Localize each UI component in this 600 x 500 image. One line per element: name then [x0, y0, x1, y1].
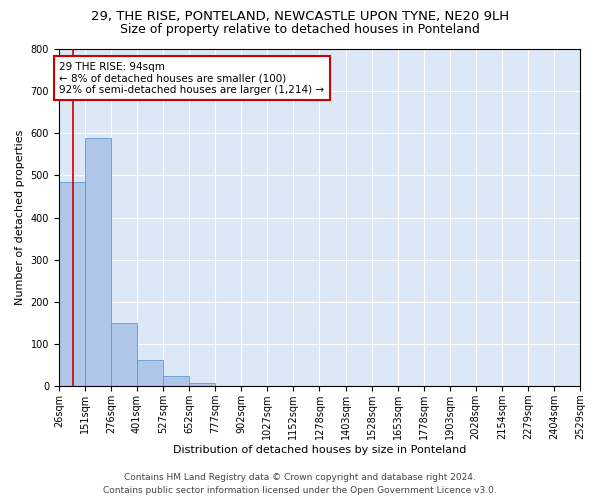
Bar [59, 182, 85, 386]
X-axis label: Distribution of detached houses by size in Ponteland: Distribution of detached houses by size … [173, 445, 466, 455]
Bar [85, 138, 111, 386]
Text: Contains HM Land Registry data © Crown copyright and database right 2024.
Contai: Contains HM Land Registry data © Crown c… [103, 474, 497, 495]
Text: 29, THE RISE, PONTELAND, NEWCASTLE UPON TYNE, NE20 9LH: 29, THE RISE, PONTELAND, NEWCASTLE UPON … [91, 10, 509, 23]
Bar [137, 360, 163, 386]
Bar [163, 376, 189, 386]
Text: 29 THE RISE: 94sqm
← 8% of detached houses are smaller (100)
92% of semi-detache: 29 THE RISE: 94sqm ← 8% of detached hous… [59, 62, 325, 95]
Bar [189, 383, 215, 386]
Bar [111, 323, 137, 386]
Y-axis label: Number of detached properties: Number of detached properties [15, 130, 25, 306]
Text: Size of property relative to detached houses in Ponteland: Size of property relative to detached ho… [120, 22, 480, 36]
